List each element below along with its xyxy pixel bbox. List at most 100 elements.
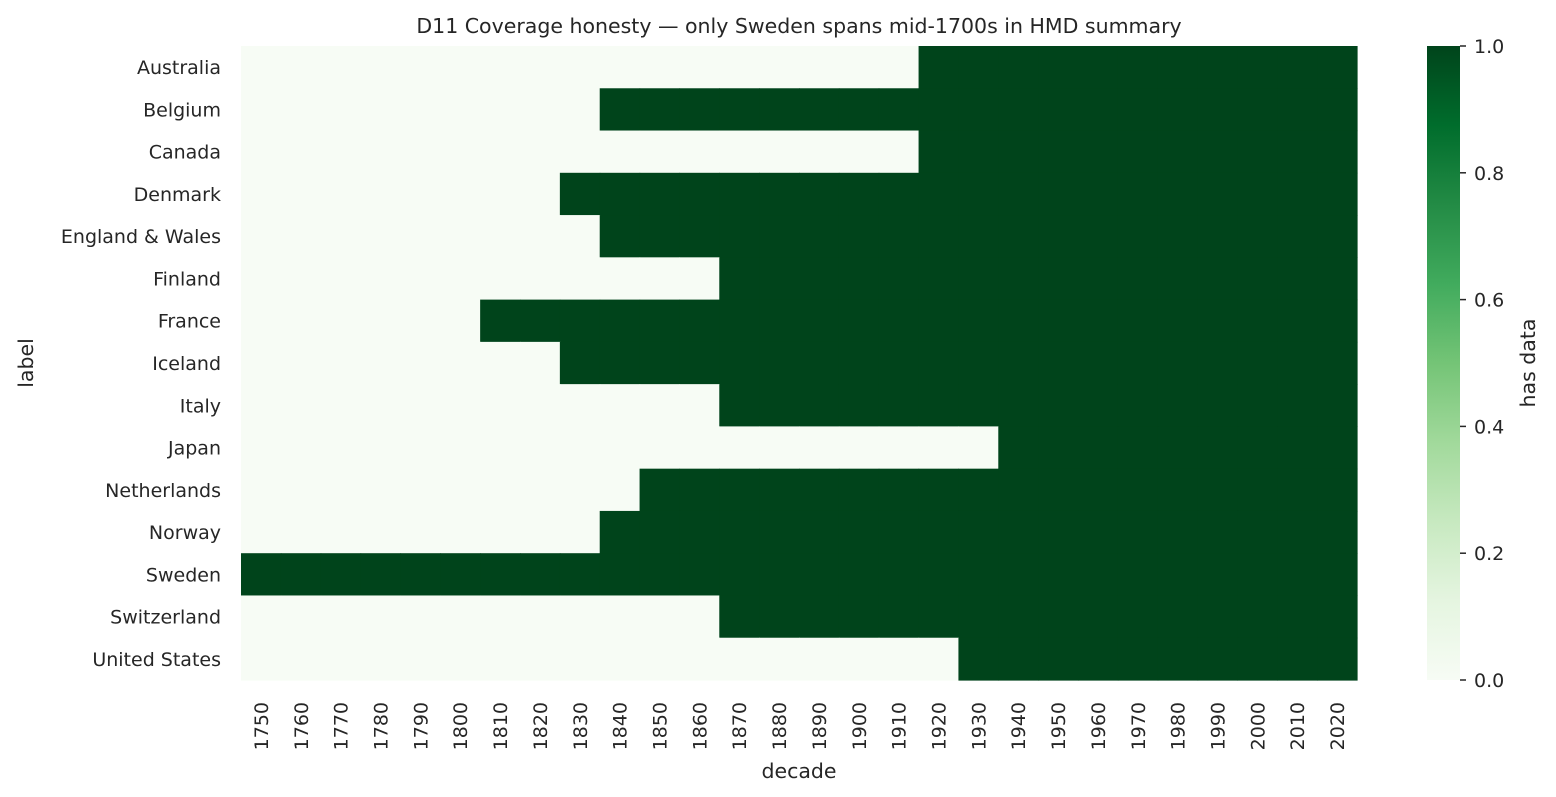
y-tick-label: Sweden bbox=[146, 564, 221, 586]
heatmap-cell bbox=[280, 637, 322, 681]
y-tick-label: Netherlands bbox=[105, 480, 221, 502]
heatmap-cell bbox=[520, 215, 561, 258]
heatmap-cell bbox=[719, 257, 760, 301]
y-tick-label: United States bbox=[92, 649, 221, 671]
heatmap-cell bbox=[520, 46, 561, 89]
heatmap-cell bbox=[480, 341, 521, 385]
heatmap-cell bbox=[559, 341, 601, 385]
heatmap-cell bbox=[1197, 426, 1239, 470]
x-tick-label: 1860 bbox=[689, 702, 711, 750]
heatmap-cell bbox=[280, 88, 322, 132]
heatmap-cell bbox=[1157, 88, 1199, 132]
heatmap-cell bbox=[679, 341, 720, 385]
heatmap-cell bbox=[440, 510, 481, 554]
colorbar-label: has data bbox=[1516, 319, 1540, 408]
heatmap-cell bbox=[918, 46, 960, 89]
heatmap-cell bbox=[1078, 215, 1119, 258]
heatmap-cell bbox=[679, 468, 720, 512]
heatmap-cell bbox=[599, 553, 641, 597]
heatmap-cell bbox=[918, 637, 960, 681]
x-tick-label: 1830 bbox=[570, 702, 592, 750]
heatmap-cell bbox=[1078, 46, 1119, 89]
heatmap-cell bbox=[400, 215, 441, 258]
heatmap-cell bbox=[1317, 172, 1358, 216]
x-tick-label: 1880 bbox=[769, 702, 791, 750]
heatmap-cell bbox=[759, 299, 800, 343]
heatmap-cell bbox=[639, 130, 681, 174]
heatmap-cell bbox=[799, 468, 840, 512]
heatmap-cell bbox=[1078, 299, 1119, 343]
heatmap-cell bbox=[759, 215, 800, 258]
heatmap-cell bbox=[1078, 468, 1119, 512]
heatmap-cell bbox=[1078, 257, 1119, 301]
heatmap-cell bbox=[918, 215, 960, 258]
y-tick-label: Japan bbox=[167, 438, 221, 460]
heatmap-cell bbox=[1197, 510, 1239, 554]
heatmap-cell bbox=[1197, 299, 1239, 343]
heatmap-cell bbox=[1197, 46, 1239, 89]
heatmap-cell bbox=[1197, 88, 1239, 132]
heatmap-cell bbox=[878, 172, 920, 216]
heatmap-cell bbox=[958, 595, 999, 639]
heatmap-cell bbox=[241, 130, 282, 174]
heatmap-cell bbox=[1038, 215, 1079, 258]
heatmap-cell bbox=[958, 510, 999, 554]
heatmap-cell bbox=[559, 172, 601, 216]
heatmap-cell bbox=[958, 172, 999, 216]
heatmap-cell bbox=[838, 46, 880, 89]
heatmap-cell bbox=[679, 299, 720, 343]
heatmap-cell bbox=[599, 510, 641, 554]
y-tick-label: France bbox=[158, 311, 221, 333]
heatmap-cell bbox=[480, 172, 521, 216]
heatmap-cell bbox=[480, 130, 521, 174]
x-tick-label: 1970 bbox=[1128, 702, 1150, 750]
colorbar-ticks: 0.0 0.2 0.4 0.6 0.8 1.0 bbox=[1460, 36, 1504, 692]
heatmap-cell bbox=[241, 553, 282, 597]
x-tick-label: 1950 bbox=[1048, 702, 1070, 750]
heatmap-cell bbox=[360, 341, 402, 385]
heatmap-cell bbox=[1117, 426, 1159, 470]
heatmap-cell bbox=[958, 426, 999, 470]
heatmap-cell bbox=[958, 299, 999, 343]
heatmap-cell bbox=[280, 130, 322, 174]
heatmap-cell bbox=[958, 88, 999, 132]
heatmap-cell bbox=[599, 637, 641, 681]
heatmap-cell bbox=[719, 88, 760, 132]
heatmap-cell bbox=[918, 384, 960, 427]
heatmap-cell bbox=[1078, 595, 1119, 639]
heatmap-cell bbox=[400, 257, 441, 301]
heatmap-cell bbox=[1157, 384, 1199, 427]
heatmap-cell bbox=[1038, 130, 1079, 174]
heatmap-cell bbox=[440, 257, 481, 301]
heatmap-cell bbox=[679, 215, 720, 258]
heatmap-cell bbox=[1237, 88, 1278, 132]
heatmap-cell bbox=[480, 426, 521, 470]
heatmap-cell bbox=[1317, 215, 1358, 258]
heatmap-cell bbox=[400, 468, 441, 512]
heatmap-cell bbox=[998, 468, 1039, 512]
heatmap-cell bbox=[1157, 299, 1199, 343]
heatmap-cell bbox=[599, 88, 641, 132]
colorbar-gradient bbox=[1427, 46, 1460, 680]
heatmap-cell bbox=[998, 553, 1039, 597]
heatmap-cell bbox=[878, 468, 920, 512]
heatmap-cell bbox=[639, 468, 681, 512]
heatmap-cell bbox=[1317, 299, 1358, 343]
heatmap-cell bbox=[1157, 510, 1199, 554]
y-tick-label: England & Wales bbox=[61, 226, 221, 248]
heatmap-cell bbox=[719, 215, 760, 258]
heatmap-cell bbox=[759, 553, 800, 597]
heatmap-cell bbox=[480, 215, 521, 258]
heatmap-cell bbox=[958, 384, 999, 427]
heatmap-cell bbox=[280, 468, 322, 512]
heatmap-cell bbox=[878, 130, 920, 174]
heatmap-cell bbox=[440, 215, 481, 258]
heatmap-cell bbox=[1117, 468, 1159, 512]
heatmap-cell bbox=[998, 384, 1039, 427]
heatmap-cell bbox=[1157, 341, 1199, 385]
y-tick-label: Belgium bbox=[143, 99, 221, 121]
heatmap-cell bbox=[1078, 341, 1119, 385]
heatmap-cell bbox=[1317, 257, 1358, 301]
heatmap-cell bbox=[400, 595, 441, 639]
